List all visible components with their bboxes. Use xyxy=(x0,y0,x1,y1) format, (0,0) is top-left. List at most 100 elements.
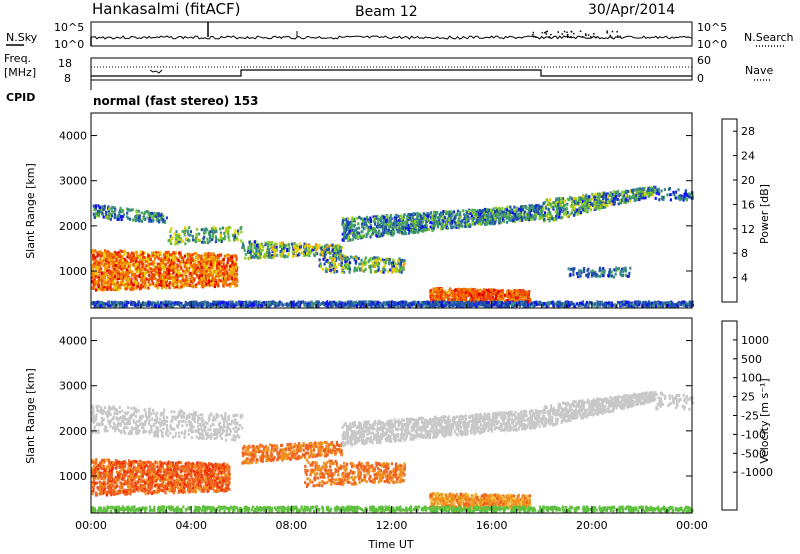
data-cell xyxy=(516,297,519,301)
data-cell xyxy=(484,223,487,227)
data-cell xyxy=(347,232,350,236)
data-cell xyxy=(619,269,622,273)
data-cell xyxy=(444,212,447,215)
data-cell xyxy=(460,290,463,294)
data-cell xyxy=(306,252,309,255)
data-cell xyxy=(236,279,239,283)
data-cell xyxy=(330,250,333,254)
data-cell xyxy=(184,227,187,231)
data-cell xyxy=(164,281,167,285)
data-cell xyxy=(359,217,362,221)
data-cell xyxy=(341,220,344,224)
data-cell xyxy=(345,257,348,261)
data-cell xyxy=(563,212,566,216)
data-cell xyxy=(449,217,452,220)
data-cell xyxy=(160,283,163,287)
data-cell xyxy=(118,285,121,289)
data-cell xyxy=(162,218,165,222)
data-cell xyxy=(209,230,212,234)
data-cell xyxy=(280,247,284,251)
data-cell xyxy=(202,263,205,267)
data-cell xyxy=(156,213,159,217)
data-cell xyxy=(216,281,219,285)
data-cell xyxy=(126,207,129,211)
data-cell xyxy=(663,188,666,192)
data-cell xyxy=(180,266,183,270)
data-cell xyxy=(334,244,338,248)
data-cell xyxy=(213,256,216,259)
data-cell xyxy=(226,261,229,265)
data-cell xyxy=(457,223,460,227)
data-cell xyxy=(492,214,495,217)
data-cell xyxy=(122,213,125,217)
data-cell xyxy=(436,211,439,215)
data-cell xyxy=(498,216,501,220)
data-cell xyxy=(154,257,157,261)
data-cell xyxy=(328,268,332,272)
data-cell xyxy=(555,198,558,202)
data-cell xyxy=(515,292,518,295)
data-cell xyxy=(118,212,121,216)
data-cell xyxy=(112,258,115,262)
data-cell xyxy=(171,264,174,268)
data-cell xyxy=(533,206,536,210)
data-cell xyxy=(257,255,260,259)
data-cell xyxy=(549,198,552,202)
data-cell xyxy=(189,271,192,275)
nsearch-dot xyxy=(550,33,552,36)
data-cell xyxy=(162,267,166,271)
data-cell xyxy=(131,218,135,222)
data-cell xyxy=(379,216,383,220)
data-cell xyxy=(330,265,333,269)
data-cell xyxy=(150,212,153,216)
data-cell xyxy=(118,217,121,221)
data-cell xyxy=(543,217,546,221)
data-cell xyxy=(193,259,197,263)
data-cell xyxy=(383,215,386,219)
data-cell xyxy=(560,200,563,203)
data-cell xyxy=(482,211,485,214)
data-cell xyxy=(147,254,150,258)
data-cell xyxy=(383,222,387,226)
data-cell xyxy=(107,250,110,254)
data-cell xyxy=(434,224,437,228)
data-cell xyxy=(167,283,171,287)
data-cell xyxy=(517,209,520,213)
data-cell xyxy=(91,286,94,290)
data-cell xyxy=(436,225,440,229)
data-cell xyxy=(527,212,530,216)
data-cell xyxy=(213,262,216,265)
nsearch-dot xyxy=(593,33,595,35)
data-cell xyxy=(156,262,159,266)
data-cell xyxy=(166,255,169,259)
data-cell xyxy=(161,218,164,222)
data-cell xyxy=(184,226,187,230)
data-cell xyxy=(403,262,406,265)
data-cell xyxy=(180,285,183,289)
data-cell xyxy=(183,230,186,234)
data-cell xyxy=(165,278,168,282)
data-cell xyxy=(539,206,542,209)
nsearch-dot xyxy=(570,30,573,33)
data-cell xyxy=(156,253,159,257)
data-cell xyxy=(330,268,333,272)
data-cell xyxy=(531,204,534,207)
data-cell xyxy=(168,281,171,285)
data-cell xyxy=(369,267,372,271)
data-cell xyxy=(654,185,657,189)
data-cell xyxy=(188,226,191,230)
data-cell xyxy=(373,229,376,233)
data-cell xyxy=(333,264,336,268)
data-cell xyxy=(120,271,123,275)
data-cell xyxy=(225,283,228,287)
data-cell xyxy=(117,277,120,281)
data-cell xyxy=(380,220,383,224)
data-cell xyxy=(223,231,226,235)
data-cell xyxy=(337,244,340,248)
data-cell xyxy=(304,250,307,254)
data-cell xyxy=(95,266,99,270)
data-cell xyxy=(151,260,154,264)
data-cell xyxy=(120,215,123,218)
data-cell xyxy=(331,243,334,247)
data-cell xyxy=(235,237,239,241)
